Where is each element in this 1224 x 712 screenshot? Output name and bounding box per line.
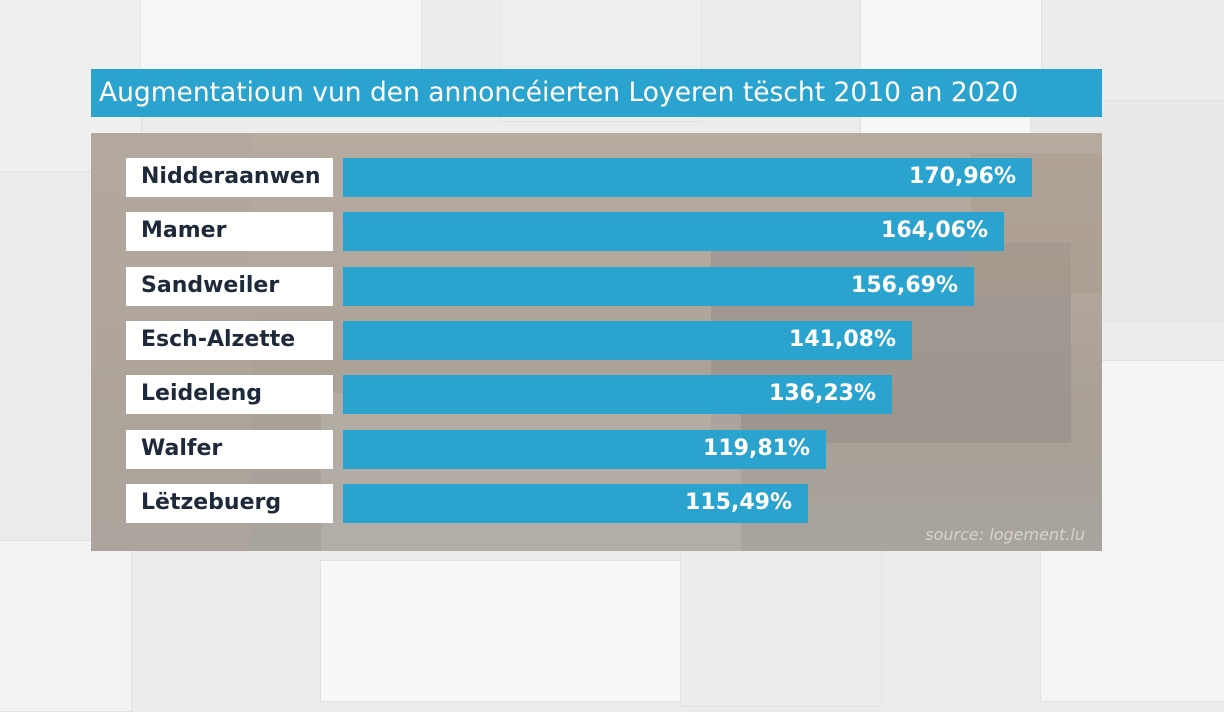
bar-value-label: 136,23% [769, 381, 876, 406]
category-label: Esch-Alzette [141, 327, 296, 352]
bar: 115,49% [343, 484, 808, 523]
category-label: Leideleng [141, 381, 263, 406]
bar: 136,23% [343, 375, 892, 414]
category-label-box: Mamer [126, 212, 333, 251]
background-photo-building [321, 393, 741, 551]
category-label: Walfer [141, 436, 223, 461]
source-note: source: logement.lu [925, 525, 1085, 544]
category-label-box: Nidderaanwen [126, 158, 333, 197]
bar: 141,08% [343, 321, 912, 360]
category-label-box: Lëtzebuerg [126, 484, 333, 523]
category-label-box: Leideleng [126, 375, 333, 414]
category-label-box: Esch-Alzette [126, 321, 333, 360]
background-tile [680, 545, 882, 707]
bar-value-label: 156,69% [851, 273, 958, 298]
bar-value-label: 119,81% [703, 436, 810, 461]
bar-value-label: 141,08% [789, 327, 896, 352]
chart-title: Augmentatioun vun den annoncéierten Loye… [99, 77, 1019, 108]
chart-title-bar: Augmentatioun vun den annoncéierten Loye… [91, 69, 1102, 117]
bar: 170,96% [343, 158, 1032, 197]
category-label-box: Sandweiler [126, 267, 333, 306]
category-label: Mamer [141, 218, 227, 243]
category-label: Lëtzebuerg [141, 490, 282, 515]
category-label: Nidderaanwen [141, 164, 321, 189]
category-label-box: Walfer [126, 430, 333, 469]
background-tile [0, 540, 132, 712]
bar-value-label: 115,49% [685, 490, 792, 515]
background-tile [320, 560, 682, 702]
bar: 156,69% [343, 267, 974, 306]
bar-value-label: 164,06% [881, 218, 988, 243]
category-label: Sandweiler [141, 273, 280, 298]
bar: 119,81% [343, 430, 826, 469]
bar-value-label: 170,96% [909, 164, 1016, 189]
bar: 164,06% [343, 212, 1004, 251]
